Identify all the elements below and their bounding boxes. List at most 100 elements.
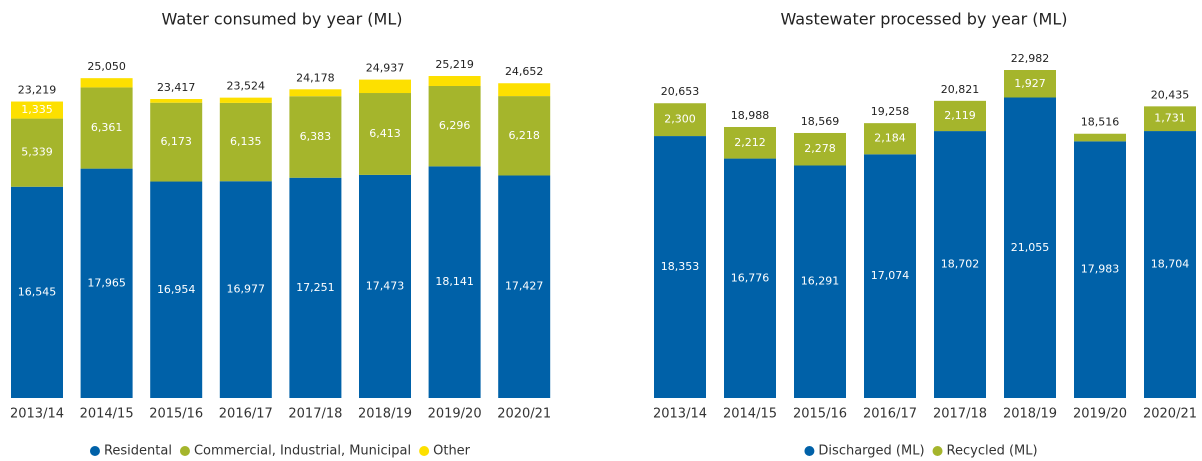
x-tick-label: 2018/19 [1003,407,1057,422]
bar-segment [864,123,916,155]
x-tick-label: 2017/18 [288,407,342,422]
total-label: 20,653 [661,85,700,98]
total-label: 18,988 [731,109,770,122]
value-label: 16,291 [801,275,840,288]
chart-title: Wastewater processed by year (ML) [781,10,1068,29]
value-label: 1,731 [1154,112,1186,125]
bar-segment [11,186,63,398]
value-label: 5,339 [21,146,53,159]
x-tick-label: 2016/17 [863,407,917,422]
value-label: 2,278 [804,142,836,155]
value-label: 17,427 [505,280,544,293]
total-label: 23,524 [227,80,266,93]
x-tick-label: 2018/19 [358,407,412,422]
bar-segment [1074,141,1126,398]
bar-segment [219,102,272,182]
bar-segment [934,131,986,398]
bar-segment [150,102,203,182]
value-label: 18,353 [661,260,700,273]
total-label: 18,569 [801,115,840,128]
value-label: 6,361 [91,121,123,134]
legend-label: Discharged (ML) [818,444,924,459]
value-label: 17,251 [296,281,335,294]
legend-label: Residental [104,444,172,459]
value-label: 18,702 [941,258,980,271]
bar-segment [359,174,411,398]
value-label: 21,055 [1011,241,1050,254]
total-label: 22,982 [1011,52,1050,65]
bar-segment [654,136,706,399]
x-tick-label: 2015/16 [793,407,847,422]
total-label: 18,516 [1081,116,1120,129]
legend-marker [89,446,100,456]
total-label: 24,937 [366,62,405,75]
bar-segment [498,96,551,176]
bar-segment [934,100,986,132]
x-tick-label: 2017/18 [933,407,987,422]
bar-segment [359,79,411,94]
bar-segment [1144,106,1196,132]
bar-segment [289,177,342,398]
x-tick-label: 2016/17 [219,407,273,422]
value-label: 16,977 [227,283,266,296]
bar-segment [150,181,203,398]
value-label: 6,383 [300,130,332,143]
value-label: 16,545 [18,285,57,298]
bar-segment [1004,70,1056,98]
value-label: 16,776 [731,271,770,284]
total-label: 25,050 [87,60,126,73]
legend-marker [419,446,430,456]
total-label: 20,435 [1151,88,1190,101]
bar-segment [794,132,846,166]
value-label: 17,074 [871,269,910,282]
legend-label: Commercial, Industrial, Municipal [194,444,411,459]
bar-segment [80,87,133,169]
bar-segment [11,101,63,119]
bar-segment [1144,131,1196,398]
value-label: 6,173 [160,135,192,148]
value-label: 6,135 [230,135,262,148]
value-label: 1,335 [21,103,53,116]
value-label: 18,141 [435,275,474,288]
total-label: 19,258 [871,105,910,118]
bar-segment [1004,97,1056,398]
chart-title: Water consumed by year (ML) [162,10,403,29]
bar-segment [428,166,481,398]
value-label: 6,218 [508,129,540,142]
legend-marker [932,446,943,456]
bar-segment [654,103,706,137]
bar-segment [219,181,272,398]
bar-segment [724,158,776,398]
bar-segment [219,97,272,103]
legend-label: Other [433,444,471,459]
x-tick-label: 2014/15 [723,407,777,422]
value-label: 17,983 [1081,263,1120,276]
bar-segment [864,154,916,398]
legend-label: Recycled (ML) [947,444,1038,459]
total-label: 24,178 [296,71,335,84]
bar-segment [150,99,203,103]
bar-segment [1074,133,1126,142]
total-label: 24,652 [505,65,544,78]
value-label: 2,184 [874,132,906,145]
x-tick-label: 2015/16 [149,407,203,422]
value-label: 17,473 [366,279,405,292]
value-label: 6,296 [439,119,471,132]
value-label: 16,954 [157,283,196,296]
x-tick-label: 2014/15 [80,407,134,422]
x-tick-label: 2019/20 [428,407,482,422]
value-label: 18,704 [1151,258,1190,271]
bar-segment [794,165,846,398]
total-label: 25,219 [435,58,474,71]
bar-segment [289,89,342,97]
x-tick-label: 2019/20 [1073,407,1127,422]
legend-marker [179,446,190,456]
legend-marker [804,446,815,456]
bar-segment [724,127,776,159]
x-tick-label: 2013/14 [10,407,64,422]
bar-segment [80,78,133,88]
total-label: 20,821 [941,83,980,96]
bar-segment [428,85,481,167]
value-label: 2,212 [734,136,766,149]
